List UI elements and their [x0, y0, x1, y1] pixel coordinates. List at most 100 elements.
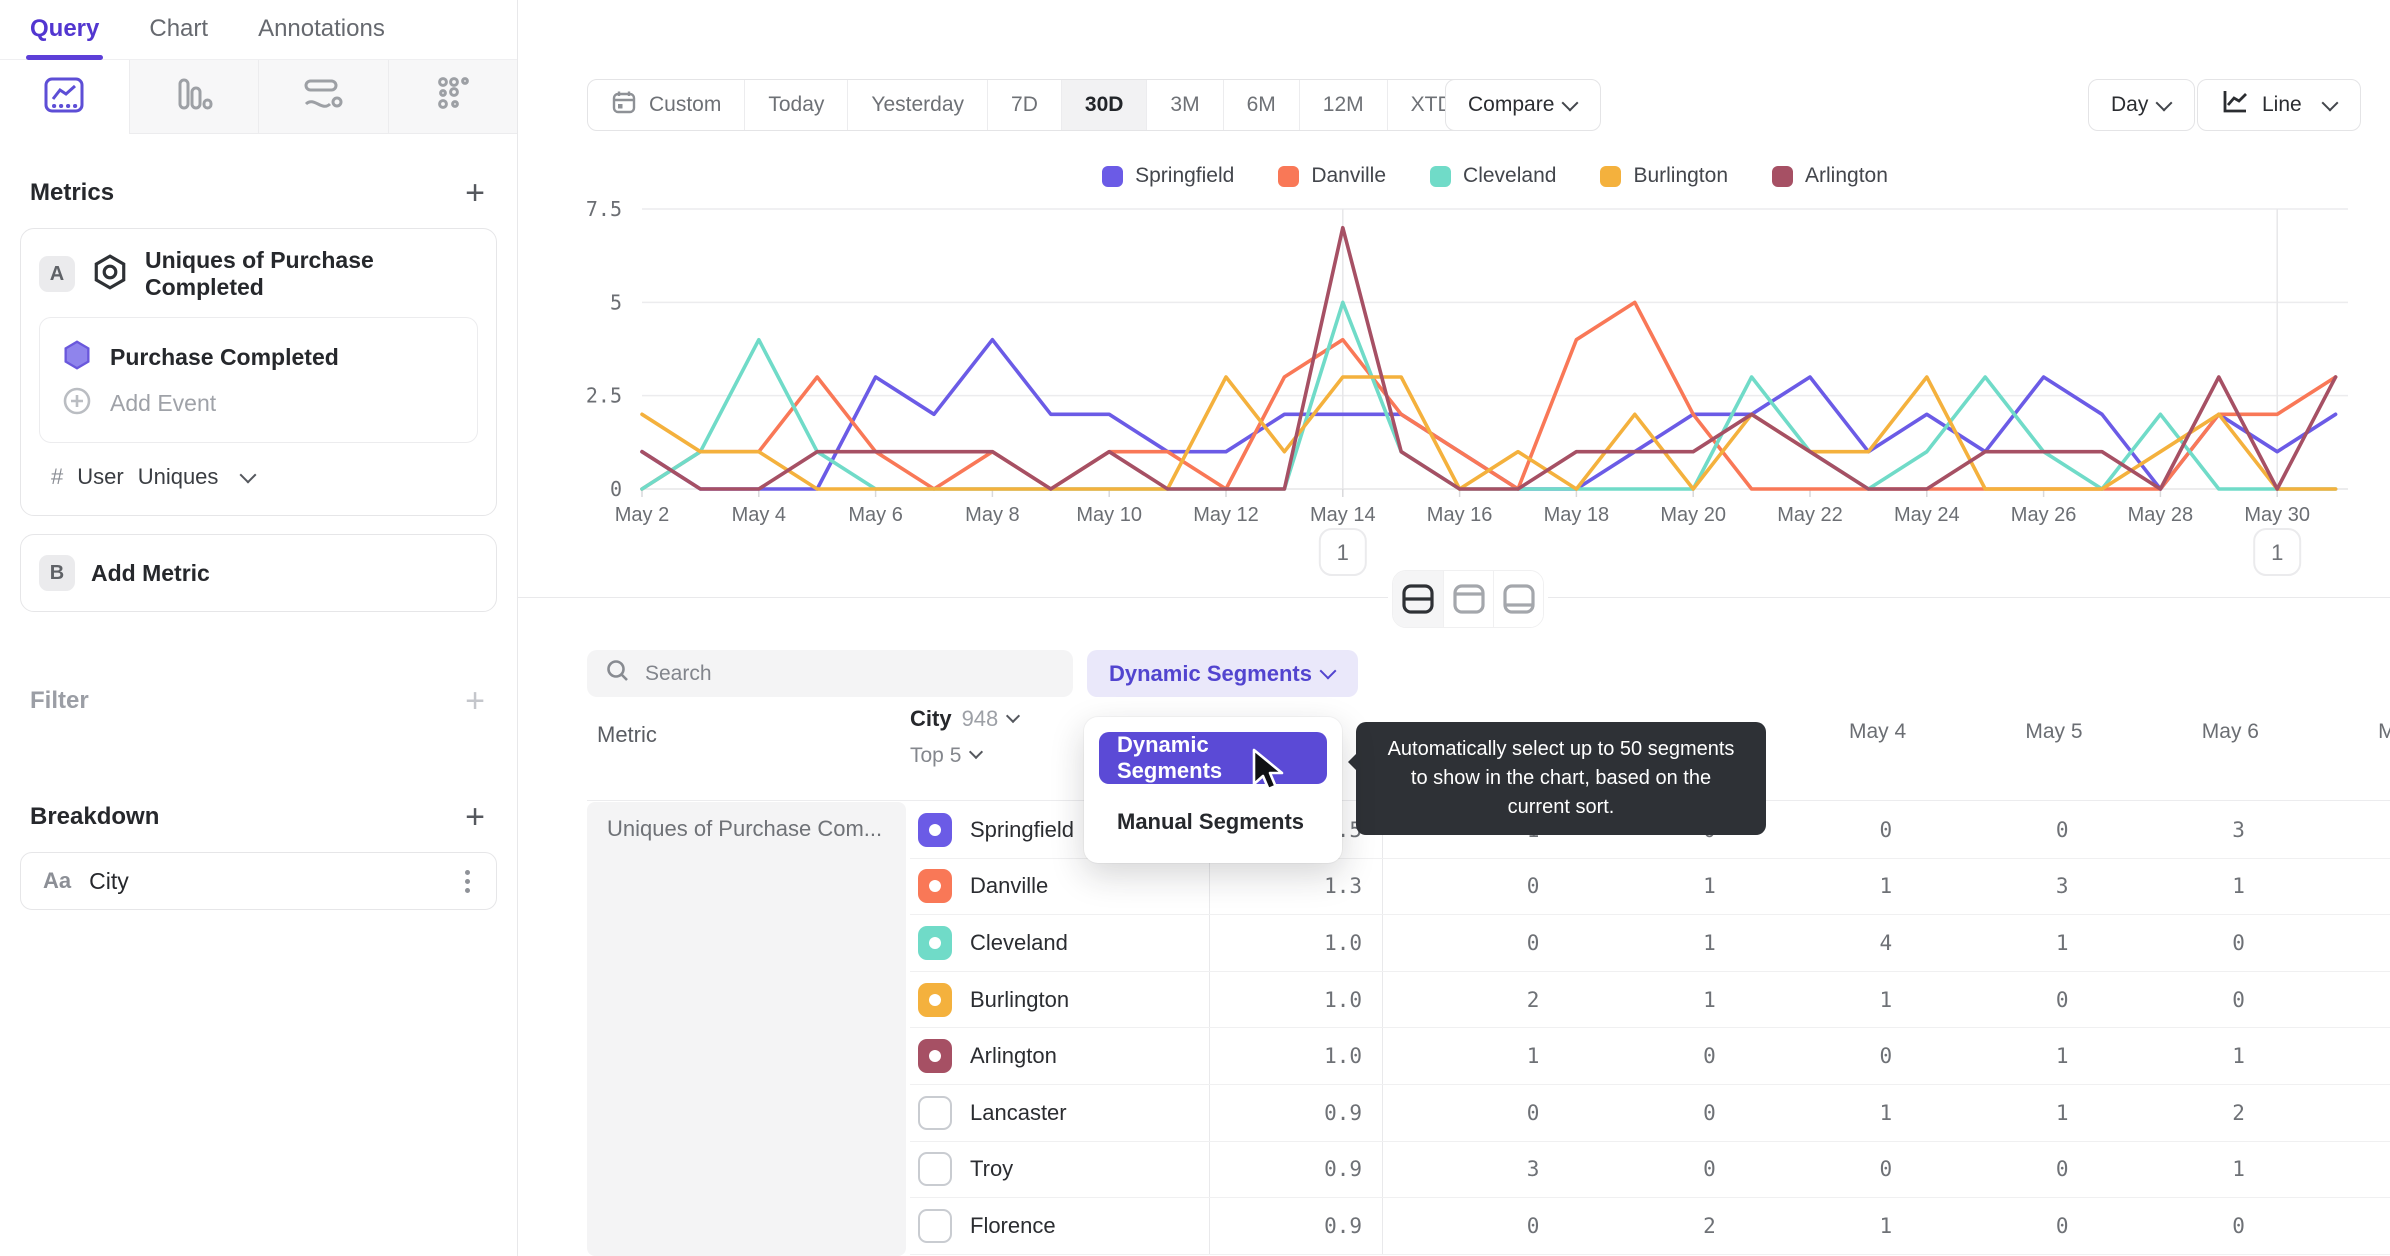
range-xtd[interactable]: XTD [1386, 80, 1510, 130]
tab-query[interactable]: Query [25, 0, 104, 60]
table-row[interactable]: Troy 0.9 3 0 0 0 1 [910, 1141, 2390, 1199]
segment-checkbox[interactable] [918, 1208, 952, 1243]
annotation-chip[interactable]: 1 [2253, 528, 2302, 576]
legend-swatch [1102, 165, 1124, 187]
chart-type-flow[interactable] [258, 60, 388, 134]
segment-checkbox[interactable] [918, 869, 952, 904]
value-cell: 0 [2055, 987, 2069, 1012]
table-row[interactable]: Danville 1.3 0 1 1 3 1 [910, 858, 2390, 916]
svg-text:May 8: May 8 [965, 504, 1019, 526]
date-column-header[interactable]: May 4 [1848, 720, 1907, 743]
group-by-control[interactable]: City 948 [910, 706, 1209, 732]
value-cell: 0 [2055, 1157, 2069, 1182]
line-chart[interactable]: 0 2.5 5 7.5 May 2 May 4 May 6 May 8 May 10 May 12… [518, 150, 2390, 596]
main-panel: Custom Today Yesterday 7D 30D 3M 6M 12M XTD Comp… [518, 0, 2390, 1256]
range-12m[interactable]: 12M [1298, 80, 1387, 130]
svg-text:5: 5 [610, 290, 622, 314]
measure-user-label: User [77, 464, 124, 489]
metric-row-label: Uniques of Purchase Com... [607, 816, 883, 841]
legend-item[interactable]: Cleveland [1430, 164, 1556, 188]
add-event-row[interactable]: Add Event [60, 380, 457, 426]
event-row[interactable]: Purchase Completed [60, 334, 457, 380]
range-30d[interactable]: 30D [1060, 80, 1147, 130]
add-metric-card[interactable]: B Add Metric [20, 534, 497, 612]
chart-type-button[interactable]: Line [2197, 79, 2361, 131]
table-row[interactable]: Lancaster 0.9 0 0 1 1 2 [910, 1084, 2390, 1142]
menu-item-dynamic-segments[interactable]: Dynamic Segments [1099, 732, 1327, 784]
granularity-button[interactable]: Day [2088, 79, 2196, 131]
layout-bottom-heavy-button[interactable] [1493, 571, 1543, 627]
kebab-menu-icon[interactable] [461, 866, 474, 897]
table-row[interactable]: Burlington 1.0 2 1 1 0 0 [910, 971, 2390, 1029]
range-custom[interactable]: Custom [588, 80, 744, 130]
range-6m[interactable]: 6M [1222, 80, 1299, 130]
average-cell: 1.0 [1209, 915, 1383, 971]
layout-top-heavy-button[interactable] [1443, 571, 1493, 627]
chart-type-scatter[interactable] [387, 60, 517, 134]
hexagon-metric-icon [91, 253, 129, 296]
legend-swatch [1600, 165, 1622, 187]
range-3m[interactable]: 3M [1146, 80, 1222, 130]
string-property-icon: Aa [43, 868, 72, 893]
value-cell: 2 [1526, 987, 1540, 1012]
legend-item[interactable]: Arlington [1772, 164, 1888, 188]
range-7d[interactable]: 7D [987, 80, 1061, 130]
range-label: Today [768, 93, 825, 116]
compare-button[interactable]: Compare [1445, 79, 1602, 131]
layout-split-even-button[interactable] [1393, 571, 1443, 627]
metric-card-a[interactable]: A Uniques of Purchase Completed Purchase… [20, 228, 497, 516]
add-metric-plus-button[interactable]: + [465, 174, 485, 212]
legend-item[interactable]: Burlington [1600, 164, 1728, 188]
chart-legend: Springfield Danville Cleveland Burlington Ar… [642, 164, 2348, 188]
value-cell: 3 [2055, 874, 2069, 899]
svg-text:May 16: May 16 [1427, 504, 1493, 526]
tab-chart[interactable]: Chart [149, 14, 209, 42]
segment-checkbox[interactable] [918, 925, 952, 960]
svg-text:May 22: May 22 [1777, 504, 1843, 526]
chart-type-bar[interactable] [128, 60, 258, 134]
search-input[interactable] [645, 661, 1055, 686]
bar-chart-icon [172, 74, 216, 119]
value-cell: 3 [1526, 1157, 1540, 1182]
annotation-chip[interactable]: 1 [1318, 528, 1367, 576]
table-row[interactable]: Florence 0.9 0 2 1 0 0 [910, 1198, 2390, 1255]
segment-rows: Springfield1.510003Danville1.301131Cleve… [910, 802, 2390, 1255]
segment-checkbox[interactable] [918, 1152, 952, 1187]
range-label: XTD [1410, 93, 1453, 116]
date-column-header[interactable]: May 7 [2378, 720, 2390, 743]
add-breakdown-button[interactable]: + [465, 798, 485, 836]
sidebar-tabbar: Query Chart Annotations [0, 0, 517, 60]
date-column-header[interactable]: May 5 [2025, 720, 2083, 743]
range-label: 12M [1322, 93, 1364, 116]
range-yesterday[interactable]: Yesterday [847, 80, 987, 130]
table-row[interactable]: Cleveland 1.0 0 1 4 1 0 [910, 915, 2390, 972]
filter-heading: Filter [30, 687, 89, 714]
breakdown-item-city[interactable]: Aa City [20, 852, 497, 910]
layout-toggle-group [1392, 570, 1544, 628]
range-label: 6M [1246, 93, 1276, 116]
tab-annotations[interactable]: Annotations [258, 14, 385, 42]
value-cell: 1 [1703, 874, 1716, 899]
measure-selector[interactable]: # User Uniques [39, 457, 478, 497]
hash-icon: # [51, 464, 64, 489]
value-cell: 0 [1526, 874, 1540, 899]
menu-item-manual-segments[interactable]: Manual Segments [1117, 809, 1305, 834]
segment-checkbox[interactable] [918, 1095, 952, 1130]
date-column-header[interactable]: May 6 [2201, 720, 2259, 743]
chart-type-line[interactable] [0, 60, 129, 134]
value-cell: 1 [1879, 987, 1893, 1012]
chevron-down-icon [239, 466, 257, 483]
segment-checkbox[interactable] [918, 982, 952, 1017]
top-n-control[interactable]: Top 5 [910, 744, 1209, 768]
legend-item[interactable]: Springfield [1102, 164, 1234, 188]
value-cell: 0 [1526, 1100, 1540, 1125]
legend-item[interactable]: Danville [1278, 164, 1386, 188]
add-filter-button[interactable]: + [465, 682, 485, 720]
segment-checkbox[interactable] [918, 812, 952, 847]
range-today[interactable]: Today [744, 80, 847, 130]
table-row[interactable]: Arlington 1.0 1 0 0 1 1 [910, 1028, 2390, 1085]
svg-text:May 24: May 24 [1894, 504, 1960, 526]
segment-checkbox[interactable] [918, 1039, 952, 1074]
segments-mode-button[interactable]: Dynamic Segments [1087, 650, 1358, 697]
